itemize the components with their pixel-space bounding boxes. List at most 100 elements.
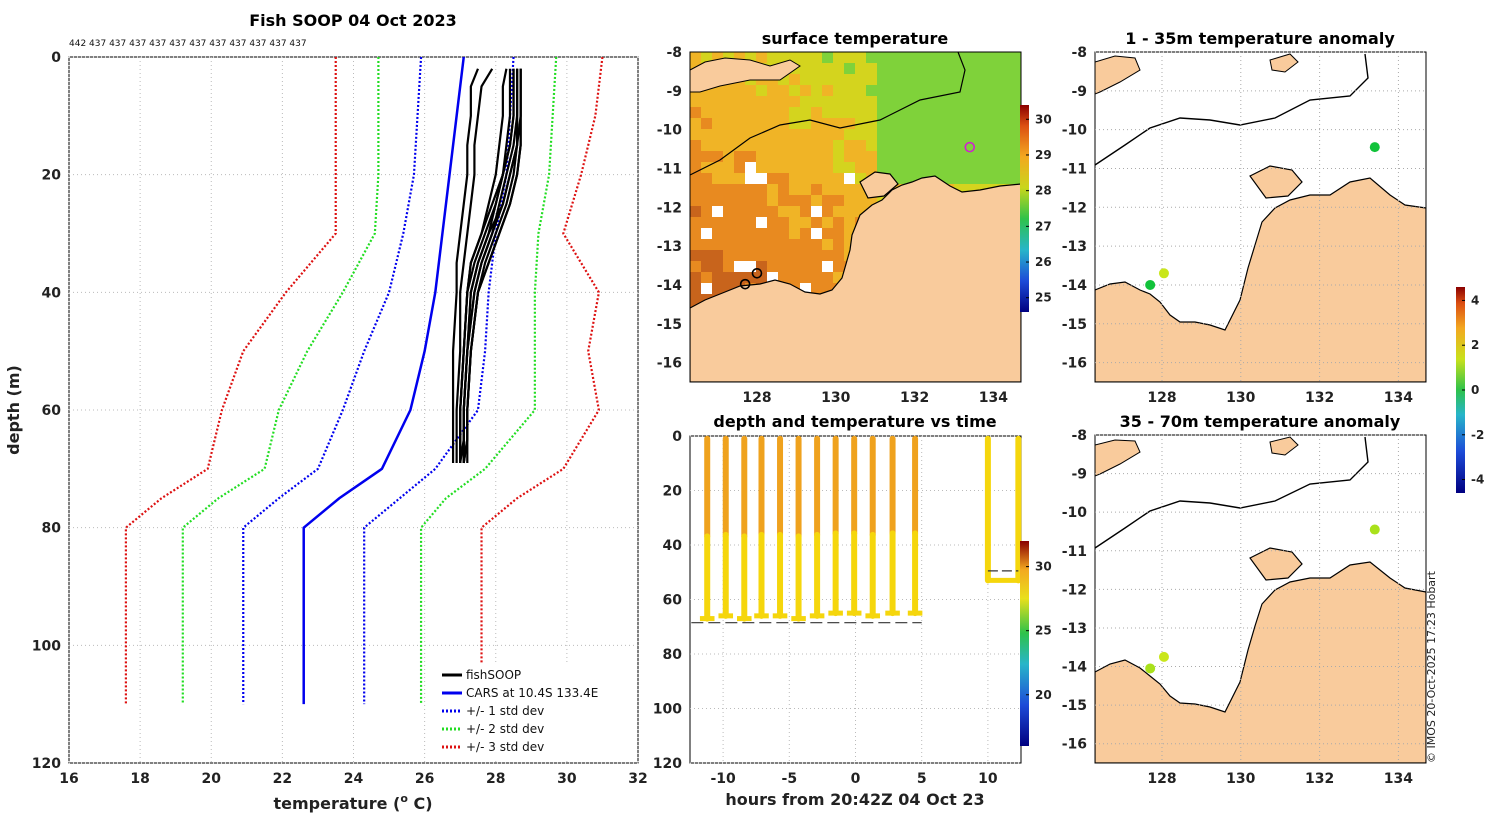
sst-colorbar bbox=[1020, 105, 1029, 312]
sst-cell bbox=[690, 96, 701, 107]
anom-shallow-y-tick-label: -13 bbox=[1062, 239, 1087, 255]
sst-cell bbox=[943, 140, 954, 151]
sst-cell bbox=[712, 272, 723, 283]
sst-cell bbox=[789, 129, 800, 140]
sst-cell bbox=[888, 85, 899, 96]
sst-cell bbox=[789, 74, 800, 85]
sst-cell bbox=[712, 228, 723, 239]
sst-cell bbox=[789, 118, 800, 129]
sst-cell bbox=[701, 283, 712, 294]
sst-cell bbox=[976, 74, 987, 85]
sst-cell bbox=[767, 162, 778, 173]
sst-cell bbox=[723, 85, 734, 96]
sst-cell bbox=[822, 162, 833, 173]
sst-cell bbox=[943, 173, 954, 184]
sst-cell bbox=[844, 184, 855, 195]
sst-cell bbox=[965, 63, 976, 74]
sst-cell bbox=[844, 129, 855, 140]
profile-line--1-std bbox=[363, 56, 515, 705]
sst-cell bbox=[965, 184, 976, 195]
sst-cell bbox=[910, 107, 921, 118]
sst-cell bbox=[899, 107, 910, 118]
sst-cell bbox=[910, 74, 921, 85]
anom-colorbar-tick-label: -4 bbox=[1471, 473, 1484, 487]
legend-label-fishsoop: fishSOOP bbox=[466, 668, 521, 682]
sst-cell bbox=[778, 217, 789, 228]
sst-cell bbox=[767, 250, 778, 261]
sst-cell bbox=[1009, 118, 1020, 129]
sst-cell bbox=[822, 195, 833, 206]
sst-cell bbox=[723, 195, 734, 206]
sst-cell bbox=[899, 162, 910, 173]
sst-cell bbox=[712, 217, 723, 228]
sst-cell bbox=[800, 195, 811, 206]
sst-cell bbox=[800, 140, 811, 151]
anom-shallow-y-ticks: -8 -9 -10 -11 -12 -13 -14 -15 -16 bbox=[1062, 45, 1088, 372]
sst-cell bbox=[723, 261, 734, 272]
profile-y-tick-label: 60 bbox=[42, 403, 62, 419]
sst-cell bbox=[789, 151, 800, 162]
sst-cell bbox=[976, 140, 987, 151]
sst-cell bbox=[943, 96, 954, 107]
fishsoop-profile-11 bbox=[462, 68, 519, 463]
depth-time-y-tick-label: 100 bbox=[653, 702, 682, 718]
sst-cell bbox=[767, 184, 778, 195]
sst-cell bbox=[723, 283, 734, 294]
sst-cell bbox=[778, 162, 789, 173]
sst-cell bbox=[734, 96, 745, 107]
anom-deep-y-tick-label: -15 bbox=[1062, 698, 1087, 714]
sst-cell bbox=[723, 52, 734, 63]
sst-cell bbox=[833, 74, 844, 85]
sst-cell bbox=[723, 206, 734, 217]
sst-bathymetry-contour bbox=[690, 52, 966, 176]
sst-cell bbox=[888, 63, 899, 74]
anom-shallow-contour bbox=[1095, 53, 1369, 166]
sst-cell bbox=[767, 217, 778, 228]
sst-cell bbox=[943, 63, 954, 74]
sst-cell bbox=[690, 140, 701, 151]
sst-cell bbox=[844, 74, 855, 85]
sst-cell bbox=[932, 151, 943, 162]
sst-cell bbox=[756, 129, 767, 140]
sst-land bbox=[690, 175, 1021, 382]
sst-cell bbox=[965, 52, 976, 63]
sst-cell bbox=[756, 195, 767, 206]
sst-cell bbox=[987, 118, 998, 129]
sst-cell bbox=[767, 96, 778, 107]
sst-cell bbox=[965, 140, 976, 151]
profile-count-labels: 442 437 437 437 437 437 437 437 437 437 … bbox=[69, 39, 307, 49]
sst-cell bbox=[866, 85, 877, 96]
sst-colorbar-tick-label: 25 bbox=[1035, 291, 1052, 305]
profile-line--1-std bbox=[242, 56, 423, 705]
sst-cell bbox=[701, 184, 712, 195]
sst-cell bbox=[778, 272, 789, 283]
depth-time-y-tick-label: 120 bbox=[653, 756, 682, 772]
sst-cell bbox=[723, 107, 734, 118]
sst-cell bbox=[811, 52, 822, 63]
sst-cell bbox=[811, 129, 822, 140]
sst-cell bbox=[811, 272, 822, 283]
sst-cell bbox=[756, 261, 767, 272]
sst-cell bbox=[921, 74, 932, 85]
sst-cell bbox=[811, 118, 822, 129]
fishsoop-profile-1 bbox=[451, 68, 479, 463]
anom-deep-island bbox=[1249, 547, 1303, 581]
depth-time-colorbar-tick-label: 20 bbox=[1035, 688, 1052, 702]
sst-cell bbox=[899, 129, 910, 140]
anom-shallow-x-tick-label: 128 bbox=[1147, 390, 1176, 406]
sst-cell bbox=[899, 151, 910, 162]
sst-cell bbox=[833, 107, 844, 118]
sst-cell bbox=[734, 151, 745, 162]
sst-cell bbox=[767, 129, 778, 140]
sst-cell bbox=[756, 162, 767, 173]
sst-x-tick-label: 134 bbox=[979, 390, 1008, 406]
sst-cell bbox=[844, 195, 855, 206]
sst-cell bbox=[833, 162, 844, 173]
sst-cell bbox=[1020, 63, 1021, 74]
sst-cell bbox=[712, 107, 723, 118]
depth-time-colorbar-ticks: 20 25 30 bbox=[1026, 560, 1052, 702]
anom-colorbar-ticks: 4 2 0 -2 -4 bbox=[1462, 293, 1484, 487]
sst-cell bbox=[833, 85, 844, 96]
sst-cell bbox=[998, 140, 1009, 151]
sst-colorbar-tick-label: 27 bbox=[1035, 219, 1052, 233]
